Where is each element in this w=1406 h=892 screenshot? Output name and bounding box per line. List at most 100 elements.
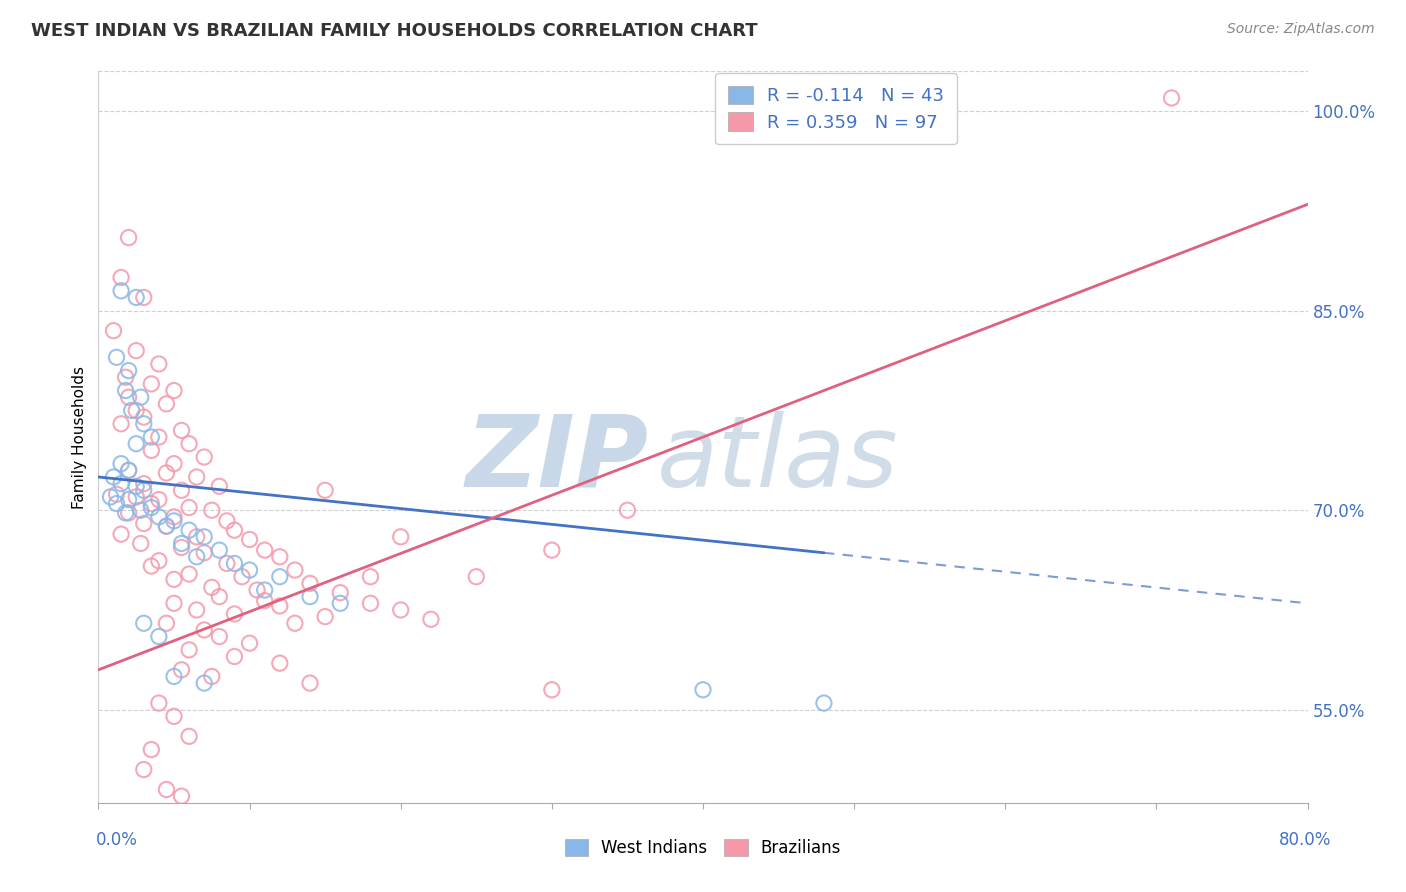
Point [118, 492, 141, 507]
Point [179, 523, 201, 537]
Point [132, 476, 155, 491]
Point [239, 636, 262, 650]
Point [170, 789, 193, 804]
Point [284, 616, 307, 631]
Point [125, 490, 148, 504]
Point [148, 509, 170, 524]
Point [465, 570, 488, 584]
Point [118, 230, 141, 244]
Point [186, 603, 208, 617]
Point [118, 506, 141, 520]
Point [132, 616, 155, 631]
Text: ZIP: ZIP [465, 410, 648, 508]
Point [110, 476, 132, 491]
Point [253, 582, 276, 597]
Point [170, 536, 193, 550]
Point [179, 729, 201, 743]
Point [163, 596, 186, 610]
Y-axis label: Family Households: Family Households [72, 366, 87, 508]
Point [231, 570, 253, 584]
Text: 80.0%: 80.0% [1279, 831, 1331, 849]
Point [179, 567, 201, 582]
Point [114, 506, 136, 520]
Point [125, 479, 148, 493]
Point [215, 557, 238, 571]
Point [129, 390, 152, 404]
Point [105, 497, 128, 511]
Text: atlas: atlas [657, 410, 898, 508]
Point [239, 533, 262, 547]
Point [208, 590, 231, 604]
Text: WEST INDIAN VS BRAZILIAN FAMILY HOUSEHOLDS CORRELATION CHART: WEST INDIAN VS BRAZILIAN FAMILY HOUSEHOL… [31, 22, 758, 40]
Point [163, 384, 186, 398]
Point [118, 463, 141, 477]
Point [163, 514, 186, 528]
Point [132, 417, 155, 431]
Point [616, 503, 638, 517]
Point [186, 549, 208, 564]
Point [148, 630, 170, 644]
Point [389, 530, 412, 544]
Point [132, 410, 155, 425]
Point [215, 514, 238, 528]
Point [299, 676, 322, 690]
Point [141, 497, 163, 511]
Point [269, 656, 291, 670]
Text: Source: ZipAtlas.com: Source: ZipAtlas.com [1227, 22, 1375, 37]
Point [170, 483, 193, 498]
Point [132, 763, 155, 777]
Point [360, 570, 382, 584]
Point [692, 682, 714, 697]
Point [193, 546, 215, 560]
Point [193, 676, 215, 690]
Point [118, 363, 141, 377]
Point [193, 623, 215, 637]
Point [360, 596, 382, 610]
Point [105, 351, 128, 365]
Point [269, 599, 291, 613]
Point [201, 503, 224, 517]
Point [163, 573, 186, 587]
Point [170, 541, 193, 555]
Point [179, 643, 201, 657]
Point [141, 742, 163, 756]
Point [201, 669, 224, 683]
Text: 0.0%: 0.0% [96, 831, 138, 849]
Point [208, 543, 231, 558]
Point [114, 370, 136, 384]
Point [540, 543, 562, 558]
Point [186, 530, 208, 544]
Point [163, 509, 186, 524]
Point [110, 284, 132, 298]
Point [329, 585, 352, 599]
Point [813, 696, 835, 710]
Point [103, 324, 125, 338]
Point [141, 500, 163, 515]
Point [129, 536, 152, 550]
Point [179, 436, 201, 450]
Point [269, 549, 291, 564]
Point [239, 563, 262, 577]
Point [110, 417, 132, 431]
Point [186, 470, 208, 484]
Point [329, 596, 352, 610]
Point [299, 576, 322, 591]
Point [193, 530, 215, 544]
Point [110, 270, 132, 285]
Point [540, 682, 562, 697]
Point [125, 343, 148, 358]
Point [314, 483, 336, 498]
Point [389, 603, 412, 617]
Point [314, 609, 336, 624]
Point [179, 500, 201, 515]
Point [224, 607, 246, 621]
Point [148, 430, 170, 444]
Legend: West Indians, Brazilians: West Indians, Brazilians [558, 832, 848, 864]
Point [224, 649, 246, 664]
Point [299, 590, 322, 604]
Point [155, 519, 177, 533]
Point [129, 503, 152, 517]
Point [420, 612, 443, 626]
Point [163, 457, 186, 471]
Point [141, 430, 163, 444]
